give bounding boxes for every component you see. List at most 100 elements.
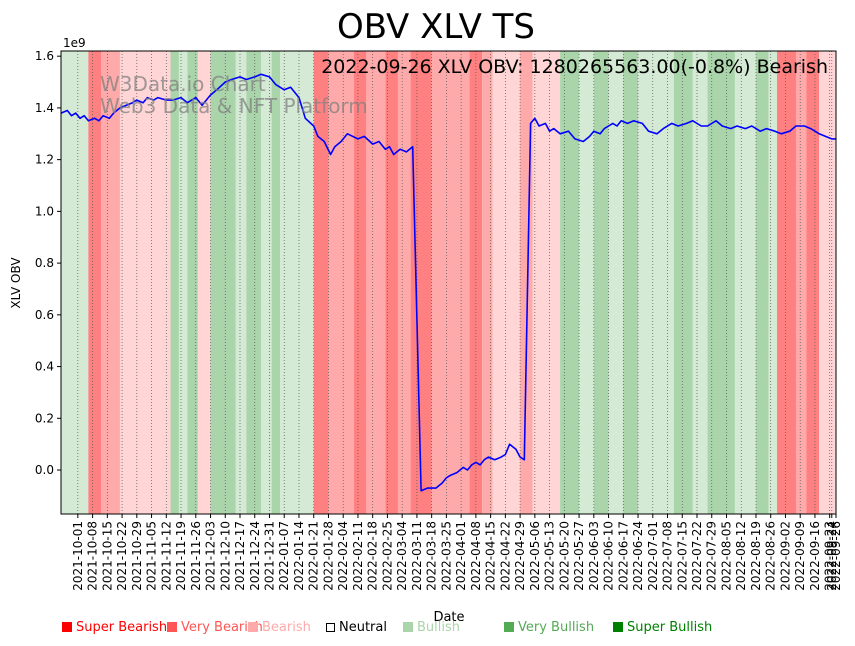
band-bullish-36 <box>734 51 756 514</box>
y-tick-label: 1.4 <box>35 101 54 115</box>
x-tick-label: 2022-01-21 <box>307 521 321 591</box>
band-very-bearish-19 <box>397 51 411 514</box>
legend-swatch-very-bullish <box>504 622 514 632</box>
band-bullish-38 <box>768 51 778 514</box>
x-tick-label: 2022-09-24 <box>825 521 839 591</box>
legend: Super Bearish Very Bearish Bearish Neutr… <box>0 620 855 640</box>
legend-item-neutral: Neutral <box>326 620 387 635</box>
band-very-bullish-6 <box>187 51 198 514</box>
obv-line <box>60 73 836 492</box>
band-very-bullish-27 <box>560 51 580 514</box>
x-tick-label: 2022-04-29 <box>513 521 527 591</box>
band-very-bearish-15 <box>328 51 354 514</box>
y-tick-label: 0.8 <box>35 256 54 270</box>
x-tick-label: 2022-04-01 <box>454 521 468 591</box>
y-tick-label: 0.0 <box>35 463 54 477</box>
legend-item-bearish: Bearish <box>248 620 311 635</box>
x-tick-label: 2021-10-29 <box>130 521 144 591</box>
band-bearish-26 <box>532 51 561 514</box>
band-super-bearish-14 <box>313 51 329 514</box>
legend-label-bearish: Bearish <box>262 620 311 635</box>
band-bearish-7 <box>197 51 211 514</box>
obv-series <box>60 73 836 492</box>
x-tick-label: 2021-12-24 <box>248 521 262 591</box>
x-tick-label: 2022-06-24 <box>631 521 645 591</box>
x-tick-label: 2022-09-23 <box>823 521 837 591</box>
legend-item-super-bearish: Super Bearish <box>62 620 167 635</box>
legend-swatch-super-bullish <box>613 622 623 632</box>
x-tick-label: 2022-01-28 <box>321 521 335 591</box>
band-bullish-0 <box>61 51 89 514</box>
legend-swatch-bullish <box>403 622 413 632</box>
x-tick-label: 2021-11-05 <box>145 521 159 591</box>
band-bullish-5 <box>178 51 188 514</box>
legend-label-very-bullish: Very Bullish <box>518 620 595 635</box>
x-tick-label: 2021-11-26 <box>189 521 203 591</box>
y-tick-label: 0.6 <box>35 308 54 322</box>
band-very-bearish-23 <box>482 51 493 514</box>
band-very-bearish-17 <box>366 51 386 514</box>
x-tick-label: 2022-04-22 <box>498 521 512 591</box>
latest-value-annotation: 2022-09-26 XLV OBV: 1280265563.00(-0.8%)… <box>321 56 828 78</box>
band-very-bearish-21 <box>431 51 470 514</box>
x-tick-label: 2022-02-04 <box>336 521 350 591</box>
band-bullish-28 <box>579 51 594 514</box>
band-super-bearish-39 <box>777 51 796 514</box>
x-tick-label: 2021-11-12 <box>159 521 173 591</box>
band-super-bearish-16 <box>353 51 367 514</box>
x-tick-label: 2022-08-19 <box>749 521 763 591</box>
band-very-bullish-37 <box>755 51 769 514</box>
x-tick-label: 2021-12-31 <box>262 521 276 591</box>
x-tick-label: 2021-12-17 <box>233 521 247 591</box>
x-tick-label: 2022-07-08 <box>661 521 675 591</box>
x-tick-label: 2022-08-26 <box>764 521 778 591</box>
y-axis-label: XLV OBV <box>9 257 23 309</box>
watermark-line-2: Web3 Data & NFT Platform <box>100 94 368 118</box>
y-tick-label: 1.2 <box>35 153 54 167</box>
legend-label-neutral: Neutral <box>339 620 387 635</box>
legend-swatch-super-bearish <box>62 622 72 632</box>
band-bullish-34 <box>692 51 708 514</box>
x-tick-label: 2022-07-15 <box>675 521 689 591</box>
x-tick-label: 2022-06-17 <box>616 521 630 591</box>
band-bullish-32 <box>638 51 674 514</box>
band-very-bullish-4 <box>170 51 179 514</box>
band-super-bearish-20 <box>410 51 432 514</box>
x-tick-label: 2022-09-09 <box>793 521 807 591</box>
x-tick-label: 2021-10-22 <box>115 521 129 591</box>
y-tick-label: 0.4 <box>35 360 54 374</box>
legend-item-bullish: Bullish <box>403 620 460 635</box>
legend-label-super-bullish: Super Bullish <box>627 620 713 635</box>
x-tick-label: 2021-10-15 <box>100 521 114 591</box>
legend-swatch-bearish <box>248 622 258 632</box>
legend-swatch-very-bearish <box>167 622 177 632</box>
x-tick-label: 2022-06-10 <box>602 521 616 591</box>
legend-item-very-bearish: Very Bearish <box>167 620 263 635</box>
band-bullish-13 <box>280 51 314 514</box>
x-tick-label: 2022-05-27 <box>572 521 586 591</box>
x-axis: 2021-10-01 2021-10-08 2021-10-15 2021-10-22… <box>71 514 843 591</box>
x-tick-label: 2021-10-01 <box>71 521 85 591</box>
band-very-bearish-40 <box>795 51 807 514</box>
band-very-bullish-29 <box>593 51 609 514</box>
y-tick-label: 1.0 <box>35 204 54 218</box>
band-very-bullish-33 <box>673 51 693 514</box>
y-tick-label: 0.2 <box>35 411 54 425</box>
band-bullish-9 <box>235 51 247 514</box>
x-tick-label: 2021-11-19 <box>174 521 188 591</box>
band-very-bullish-8 <box>210 51 236 514</box>
x-axis-label: Date <box>433 610 464 625</box>
x-tick-label: 2022-09-26 <box>829 521 843 591</box>
x-tick-label: 2022-07-29 <box>705 521 719 591</box>
x-tick-label: 2022-08-05 <box>719 521 733 591</box>
band-very-bearish-25 <box>520 51 533 514</box>
band-very-bearish-2 <box>101 51 120 514</box>
x-tick-label: 2022-02-18 <box>366 521 380 591</box>
x-tick-label: 2022-04-08 <box>469 521 483 591</box>
band-bearish-3 <box>119 51 171 514</box>
x-tick-label: 2022-01-14 <box>292 521 306 591</box>
band-super-bearish-41 <box>806 51 820 514</box>
x-tick-label: 2022-09-16 <box>808 521 822 591</box>
watermark-line-1: W3Data.io Chart <box>100 72 266 96</box>
x-tick-label: 2022-07-22 <box>690 521 704 591</box>
